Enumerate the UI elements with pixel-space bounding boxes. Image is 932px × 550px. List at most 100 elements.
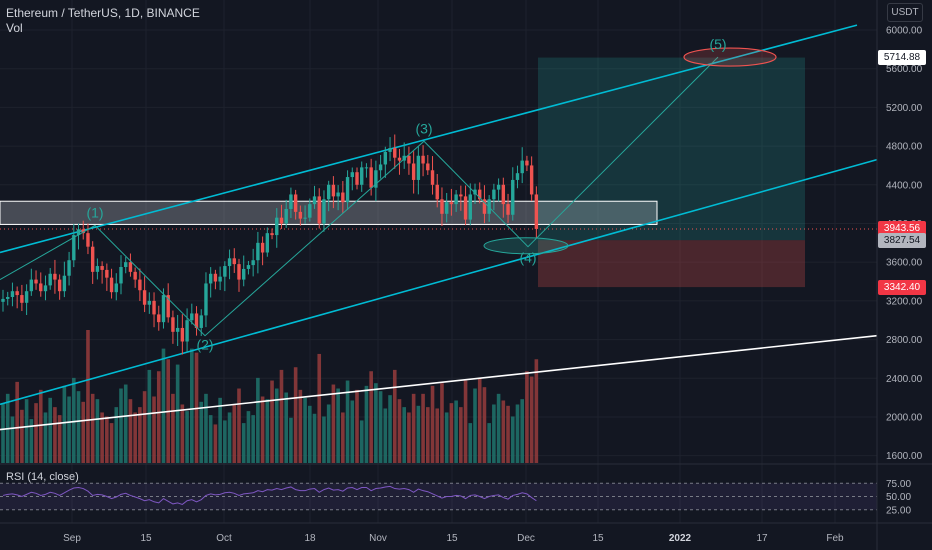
volume-bar [232, 404, 237, 463]
volume-bar [1, 403, 5, 463]
candle-body [478, 189, 482, 200]
volume-bar [336, 388, 340, 463]
volume-bar [161, 348, 166, 463]
candle-body [53, 273, 57, 280]
candle-body [34, 279, 38, 284]
candle-body [407, 155, 411, 164]
currency-button[interactable]: USDT [887, 3, 923, 22]
time-tick-label: 18 [304, 533, 316, 544]
volume-bar [43, 412, 48, 463]
volume-bar [138, 407, 142, 463]
position-tool[interactable] [0, 57, 877, 288]
candle-body [246, 265, 251, 269]
candle-body [289, 194, 293, 209]
volume-bar [374, 383, 378, 463]
candle-body [10, 291, 15, 297]
volume-bar [430, 385, 435, 463]
volume-bar [515, 404, 520, 463]
volume-bar [10, 416, 15, 463]
volume-bar [359, 420, 364, 463]
candle-body [529, 165, 534, 195]
volume-bar [355, 389, 359, 463]
volume-bar [114, 407, 119, 463]
price-tag: 3342.40 [878, 279, 926, 295]
volume-bar [284, 392, 288, 463]
candle-body [20, 295, 24, 303]
price-tick-label: 1600.00 [886, 451, 923, 462]
candle-body [185, 320, 189, 342]
candle-body [194, 313, 199, 328]
trend-lines[interactable] [0, 24, 878, 431]
volume-bar [520, 399, 524, 463]
volume-bar [482, 387, 487, 463]
candle-body [487, 199, 491, 214]
candle-body [133, 271, 137, 280]
candle-body [86, 233, 90, 247]
volume-bar [53, 407, 57, 463]
candle-body [397, 157, 402, 161]
candle-body [105, 269, 109, 278]
volume-bar [496, 393, 501, 463]
candle-body [100, 266, 104, 270]
candle-body [454, 194, 458, 205]
volume-bar [76, 391, 81, 463]
candle-body [124, 262, 128, 268]
volume-bar [308, 405, 312, 463]
volume-bar [411, 393, 416, 463]
candle-body [369, 167, 373, 188]
volume-bar [256, 377, 260, 463]
candle-body [298, 211, 303, 219]
price-tick-label: 2400.00 [886, 374, 923, 385]
candle-body [180, 327, 185, 342]
price-tick-label: 4800.00 [886, 142, 923, 153]
volume-bar [397, 399, 402, 463]
rsi-line [2, 485, 537, 506]
volume-bar [270, 380, 274, 463]
candle-body [492, 189, 496, 200]
volume-bar [279, 369, 284, 463]
candle-body [114, 283, 118, 293]
candle-body [270, 233, 274, 236]
wave-4-ellipse [483, 237, 569, 255]
candle-body [175, 327, 180, 332]
volume-bar [190, 348, 194, 463]
candle-body [449, 202, 454, 205]
candle-body [331, 184, 336, 197]
time-tick-label: 15 [446, 533, 458, 544]
volume-bar [24, 399, 29, 463]
volume-bar [95, 399, 100, 463]
candle-body [109, 277, 114, 293]
candle-body [76, 229, 81, 236]
volume-bar [331, 384, 336, 463]
volume-bar [175, 364, 180, 463]
candle-body [142, 290, 147, 305]
volume-bar [468, 423, 473, 463]
volume-bar [90, 393, 95, 463]
candle-body [378, 164, 383, 171]
candle-body [430, 170, 435, 185]
volume-bar [529, 376, 534, 463]
candle-body [515, 173, 520, 180]
candle-body [435, 184, 439, 200]
price-tick-label: 3200.00 [886, 296, 923, 307]
volume-bar [100, 412, 104, 463]
candle-body [6, 297, 10, 299]
rsi-indicator-label[interactable]: RSI (14, close) [6, 471, 79, 483]
candle-body [227, 258, 232, 267]
price-tick-label: 6000.00 [886, 26, 923, 37]
volume-bar [152, 396, 156, 463]
volume-bar [402, 407, 406, 463]
wave-annotations[interactable]: (1) (2) (3) (4) (5) [0, 36, 777, 353]
candle-body [218, 276, 222, 282]
candle-body [421, 155, 425, 164]
volume-bar [435, 408, 440, 463]
volume-bar [463, 380, 468, 463]
candle-body [208, 273, 213, 284]
candle-body [260, 242, 265, 253]
candle-body [95, 266, 100, 272]
elliott-wave-path [0, 56, 719, 337]
time-tick-label: 17 [756, 533, 768, 544]
candle-body [57, 279, 62, 292]
stop-zone [538, 240, 805, 288]
